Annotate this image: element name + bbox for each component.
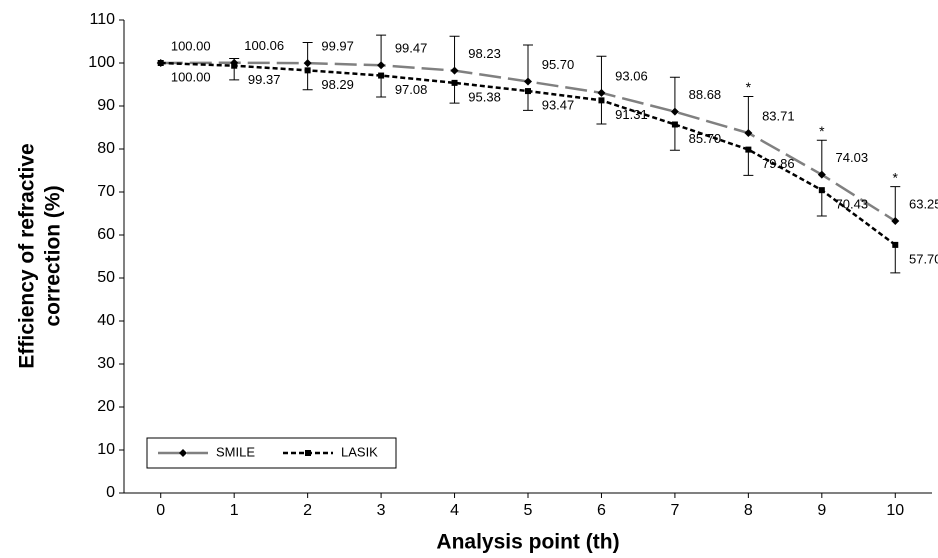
marker	[378, 72, 385, 79]
value-label: 100.00	[171, 69, 211, 84]
y-axis-title-line: correction (%)	[42, 185, 65, 326]
value-label: 93.06	[615, 68, 648, 83]
marker	[597, 88, 606, 97]
marker	[377, 61, 386, 70]
value-label: 63.25	[909, 196, 938, 211]
value-label: 79.86	[762, 156, 795, 171]
x-tick-label: 0	[156, 502, 165, 519]
x-tick-label: 3	[377, 502, 386, 519]
y-tick-label: 60	[97, 226, 115, 243]
marker	[304, 67, 311, 74]
y-tick-label: 50	[97, 269, 115, 286]
marker	[179, 449, 187, 457]
y-axis-title-line: Efficiency of refractive	[16, 143, 39, 368]
value-label: 95.38	[468, 89, 501, 104]
error-bar	[302, 70, 313, 91]
value-label: 74.03	[836, 150, 869, 165]
y-axis-title: Efficiency of refractive correction (%)	[16, 143, 65, 368]
marker	[891, 217, 900, 226]
marker	[745, 146, 752, 153]
x-tick-label: 4	[450, 502, 459, 519]
x-tick-label: 9	[817, 502, 826, 519]
marker	[817, 170, 826, 179]
y-tick-label: 80	[97, 140, 115, 157]
error-bar	[816, 139, 827, 175]
x-tick-label: 5	[524, 502, 533, 519]
error-bar	[816, 190, 827, 217]
marker	[450, 66, 459, 75]
x-tick-label: 10	[886, 502, 904, 519]
y-tick-label: 30	[97, 355, 115, 372]
error-bar	[890, 186, 901, 222]
error-bar	[743, 95, 754, 134]
legend-label: SMILE	[216, 444, 255, 459]
value-label: 85.70	[689, 131, 722, 146]
error-bar	[890, 244, 901, 274]
error-bar	[669, 76, 680, 112]
marker	[524, 77, 532, 86]
annotation: *	[893, 169, 899, 185]
error-bar	[596, 100, 607, 125]
value-label: 100.00	[171, 38, 211, 53]
value-label: 70.43	[836, 197, 869, 212]
error-bar	[376, 34, 387, 66]
y-tick-label: 110	[89, 11, 115, 28]
value-label: 57.70	[909, 251, 938, 266]
marker	[598, 97, 605, 104]
y-tick-label: 10	[97, 441, 115, 458]
marker	[305, 450, 311, 456]
error-bar	[376, 75, 387, 98]
value-label: 83.71	[762, 108, 795, 123]
marker	[744, 129, 753, 138]
y-tick-label: 100	[88, 54, 115, 71]
error-bar	[449, 35, 460, 71]
marker	[231, 62, 238, 69]
error-bar	[743, 149, 754, 176]
x-tick-label: 2	[303, 502, 312, 519]
y-tick-label: 70	[97, 183, 115, 200]
value-label: 98.29	[321, 77, 354, 92]
y-tick-label: 20	[97, 398, 115, 415]
marker	[157, 60, 164, 66]
marker	[671, 121, 678, 128]
x-tick-label: 8	[744, 502, 753, 519]
x-tick-label: 7	[670, 502, 679, 519]
value-label: 98.23	[468, 46, 501, 61]
marker	[303, 59, 312, 68]
marker	[818, 187, 825, 194]
x-axis-title: Analysis point (th)	[436, 531, 619, 554]
marker	[892, 241, 899, 248]
error-bar	[596, 55, 607, 93]
value-label: 99.47	[395, 41, 428, 56]
value-label: 99.97	[321, 39, 354, 54]
error-bar	[669, 124, 680, 151]
value-label: 91.31	[615, 107, 648, 122]
value-label: 100.06	[244, 38, 284, 53]
x-tick-label: 6	[597, 502, 606, 519]
error-bar	[523, 44, 533, 82]
marker	[670, 107, 679, 116]
value-label: 88.68	[689, 87, 722, 102]
annotation: *	[746, 79, 752, 95]
value-label: 99.37	[248, 72, 281, 87]
annotation: *	[819, 123, 825, 139]
y-tick-label: 90	[97, 97, 115, 114]
value-label: 93.47	[542, 98, 575, 113]
value-label: 95.70	[542, 57, 575, 72]
y-tick-label: 0	[106, 484, 115, 501]
error-bar	[449, 82, 460, 104]
value-label: 97.08	[395, 82, 428, 97]
marker	[451, 79, 458, 86]
marker	[525, 88, 531, 95]
x-tick-label: 1	[230, 502, 239, 519]
legend-label: LASIK	[341, 444, 378, 459]
error-bar	[523, 91, 533, 111]
y-tick-label: 40	[97, 312, 115, 329]
